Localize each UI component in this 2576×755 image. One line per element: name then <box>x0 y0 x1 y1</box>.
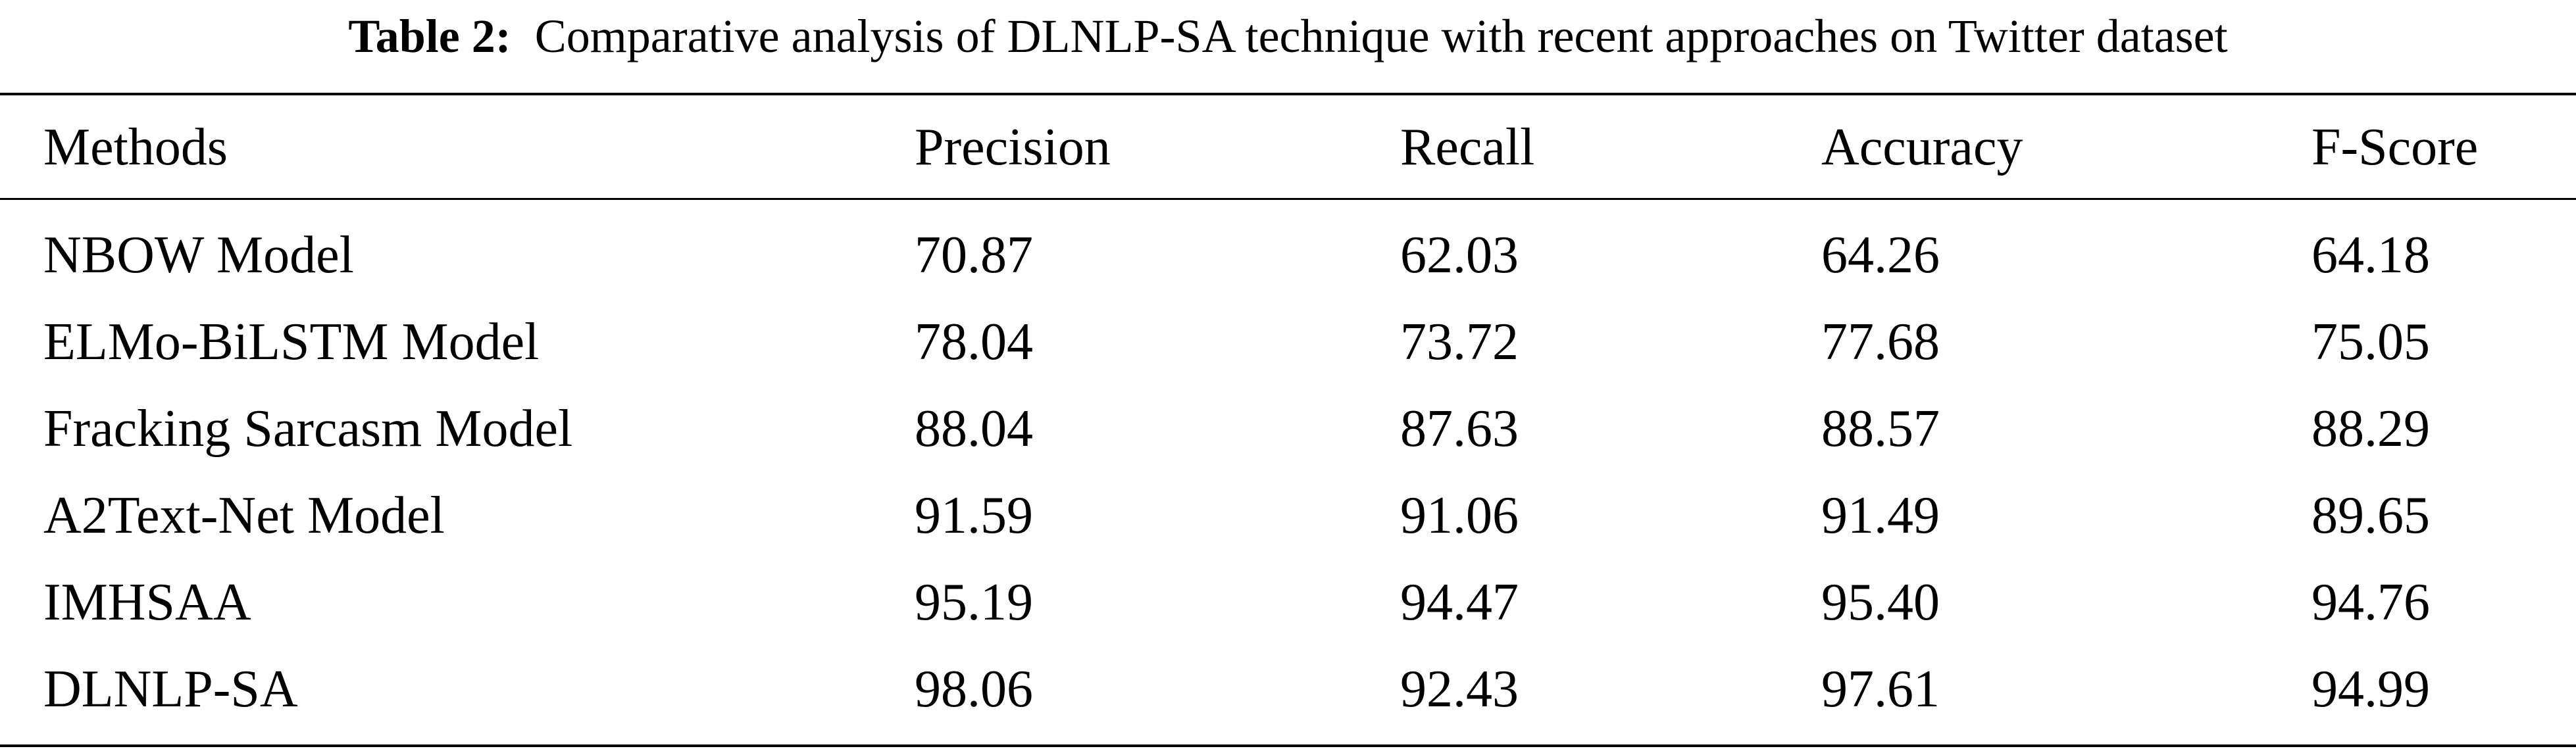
cell-precision: 91.59 <box>915 487 1033 545</box>
table-row: IMHSAA 95.19 94.47 95.40 94.76 <box>0 559 2576 646</box>
cell-f-score: 88.29 <box>2311 400 2430 458</box>
cell-recall: 87.63 <box>1400 400 1519 458</box>
cell-recall: 73.72 <box>1400 313 1519 371</box>
table-row: ELMo-BiLSTM Model 78.04 73.72 77.68 75.0… <box>0 299 2576 385</box>
cell-recall: 91.06 <box>1400 487 1519 545</box>
table-caption-text: Comparative analysis of DLNLP-SA techniq… <box>534 10 2228 62</box>
header-accuracy: Accuracy <box>1821 118 2023 176</box>
cell-f-score: 94.99 <box>2311 660 2430 718</box>
table-row: Fracking Sarcasm Model 88.04 87.63 88.57… <box>0 385 2576 472</box>
cell-recall: 62.03 <box>1400 226 1519 284</box>
table-row: NBOW Model 70.87 62.03 64.26 64.18 <box>0 212 2576 299</box>
header-f-score: F-Score <box>2311 118 2479 176</box>
header-precision: Precision <box>915 118 1111 176</box>
cell-precision: 70.87 <box>915 226 1033 284</box>
table-row: A2Text-Net Model 91.59 91.06 91.49 89.65 <box>0 472 2576 559</box>
table-row: DLNLP-SA 98.06 92.43 97.61 94.99 <box>0 646 2576 733</box>
cell-precision: 88.04 <box>915 400 1033 458</box>
cell-accuracy: 88.57 <box>1821 400 1940 458</box>
cell-f-score: 75.05 <box>2311 313 2430 371</box>
cell-method: Fracking Sarcasm Model <box>43 400 573 458</box>
cell-method: ELMo-BiLSTM Model <box>43 313 540 371</box>
cell-accuracy: 77.68 <box>1821 313 1940 371</box>
cell-precision: 78.04 <box>915 313 1033 371</box>
cell-precision: 98.06 <box>915 660 1033 718</box>
cell-accuracy: 95.40 <box>1821 573 1940 631</box>
cell-f-score: 94.76 <box>2311 573 2430 631</box>
table-caption: Table 2: Comparative analysis of DLNLP-S… <box>0 0 2576 79</box>
cell-recall: 92.43 <box>1400 660 1519 718</box>
cell-f-score: 89.65 <box>2311 487 2430 545</box>
cell-accuracy: 91.49 <box>1821 487 1940 545</box>
cell-method: IMHSAA <box>43 573 251 631</box>
header-methods: Methods <box>43 118 228 176</box>
table-header-row: Methods Precision Recall Accuracy F-Scor… <box>0 104 2576 191</box>
cell-f-score: 64.18 <box>2311 226 2430 284</box>
cell-method: DLNLP-SA <box>43 660 298 718</box>
cell-recall: 94.47 <box>1400 573 1519 631</box>
header-recall: Recall <box>1400 118 1535 176</box>
cell-precision: 95.19 <box>915 573 1033 631</box>
cell-accuracy: 64.26 <box>1821 226 1940 284</box>
table-top-rule <box>0 93 2576 95</box>
table-header-rule <box>0 198 2576 200</box>
table-caption-label: Table 2: <box>348 10 511 62</box>
cell-accuracy: 97.61 <box>1821 660 1940 718</box>
cell-method: A2Text-Net Model <box>43 487 445 545</box>
cell-method: NBOW Model <box>43 226 354 284</box>
table-bottom-rule <box>0 744 2576 747</box>
